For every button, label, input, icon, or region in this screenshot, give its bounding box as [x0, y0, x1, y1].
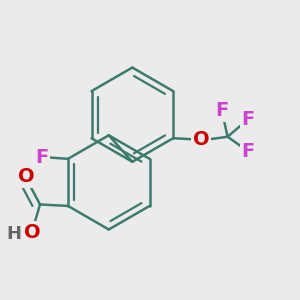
Text: F: F: [35, 148, 48, 167]
Text: O: O: [18, 167, 35, 186]
Text: O: O: [24, 223, 41, 242]
Text: O: O: [193, 130, 209, 149]
Text: F: F: [242, 142, 255, 161]
Text: F: F: [242, 110, 255, 129]
Text: F: F: [215, 101, 228, 120]
Text: H: H: [6, 225, 21, 243]
